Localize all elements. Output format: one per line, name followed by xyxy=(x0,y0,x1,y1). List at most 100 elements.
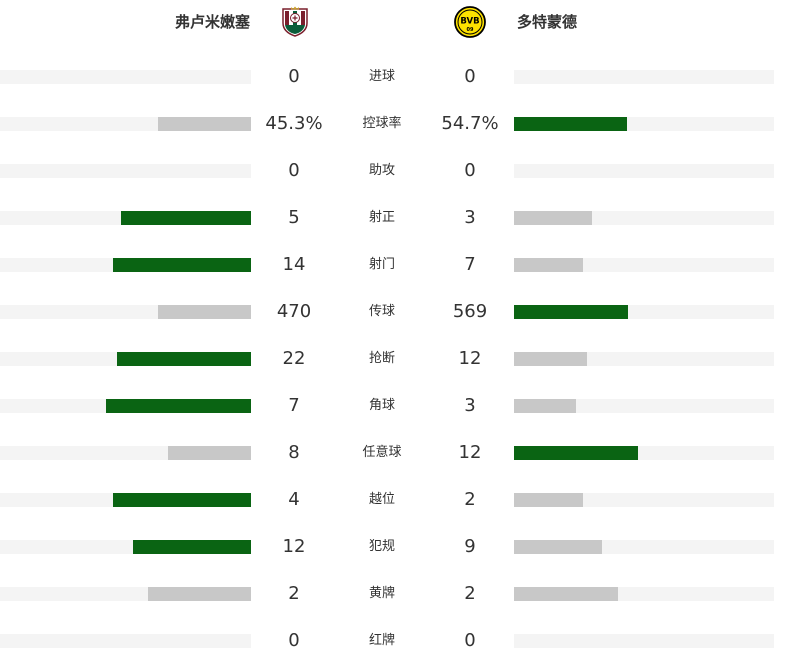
home-stat-value: 22 xyxy=(282,348,306,369)
stat-row: 45.3% 控球率 54.7% xyxy=(0,100,812,147)
away-team-name: 多特蒙德 xyxy=(517,13,578,31)
away-bar-track xyxy=(514,446,774,460)
stat-row: 7 角球 3 xyxy=(0,382,812,429)
home-bar-track xyxy=(0,540,251,554)
home-bar-track xyxy=(0,258,251,272)
away-bar-track xyxy=(514,70,774,84)
away-bar xyxy=(514,446,638,460)
home-bar xyxy=(158,117,251,131)
stat-label: 控球率 xyxy=(362,116,402,131)
away-stat-value: 12 xyxy=(458,442,482,463)
away-bar-track xyxy=(514,305,774,319)
home-stat-value: 0 xyxy=(288,66,300,87)
stat-label: 任意球 xyxy=(362,445,402,460)
away-stat-value: 2 xyxy=(464,489,476,510)
away-bar-track xyxy=(514,117,774,131)
stat-label: 越位 xyxy=(368,492,395,507)
away-bar xyxy=(514,352,587,366)
away-stat-value: 3 xyxy=(464,395,476,416)
stat-label: 射正 xyxy=(368,210,395,225)
home-stat-value: 5 xyxy=(288,207,300,228)
home-bar-track xyxy=(0,70,251,84)
away-bar-track xyxy=(514,587,774,601)
stat-label: 进球 xyxy=(368,69,395,84)
home-bar xyxy=(148,587,251,601)
away-stat-value: 9 xyxy=(464,536,476,557)
away-stat-value: 569 xyxy=(452,301,488,322)
away-stat-value: 0 xyxy=(464,630,476,651)
home-bar-track xyxy=(0,305,251,319)
stat-label: 抢断 xyxy=(368,351,395,366)
stat-label: 传球 xyxy=(368,304,395,319)
away-stat-value: 2 xyxy=(464,583,476,604)
stat-row: 4 越位 2 xyxy=(0,476,812,523)
home-bar-track xyxy=(0,211,251,225)
away-bar-track xyxy=(514,634,774,648)
home-stat-value: 8 xyxy=(288,442,300,463)
home-bar xyxy=(106,399,251,413)
home-stat-value: 45.3% xyxy=(265,113,323,134)
match-header: 弗卢米嫩塞 BVB 09 多特蒙德 xyxy=(0,0,812,46)
away-bar xyxy=(514,211,592,225)
stat-row: 5 射正 3 xyxy=(0,194,812,241)
home-bar xyxy=(133,540,251,554)
stat-label: 黄牌 xyxy=(368,586,395,601)
home-stat-value: 0 xyxy=(288,630,300,651)
stat-row: 14 射门 7 xyxy=(0,241,812,288)
svg-text:09: 09 xyxy=(467,27,474,33)
stat-label: 犯规 xyxy=(368,539,395,554)
stat-row: 0 助攻 0 xyxy=(0,147,812,194)
away-bar xyxy=(514,493,583,507)
stat-label: 助攻 xyxy=(368,163,395,178)
home-bar xyxy=(121,211,251,225)
away-bar xyxy=(514,117,627,131)
home-bar xyxy=(168,446,251,460)
away-bar-track xyxy=(514,540,774,554)
away-stat-value: 0 xyxy=(464,66,476,87)
away-bar xyxy=(514,399,576,413)
stat-label: 角球 xyxy=(368,398,395,413)
away-bar-track xyxy=(514,164,774,178)
stat-label: 红牌 xyxy=(368,633,395,648)
home-stat-value: 7 xyxy=(288,395,300,416)
away-bar-track xyxy=(514,399,774,413)
away-bar-track xyxy=(514,493,774,507)
svg-text:BVB: BVB xyxy=(460,17,479,27)
stat-row: 0 红牌 0 xyxy=(0,617,812,664)
home-bar-track xyxy=(0,352,251,366)
home-stat-value: 2 xyxy=(288,583,300,604)
away-stat-value: 12 xyxy=(458,348,482,369)
home-bar-track xyxy=(0,634,251,648)
away-bar xyxy=(514,258,583,272)
away-stat-value: 54.7% xyxy=(441,113,499,134)
home-bar xyxy=(113,493,251,507)
home-stat-value: 0 xyxy=(288,160,300,181)
home-bar-track xyxy=(0,587,251,601)
away-bar xyxy=(514,587,618,601)
away-bar-track xyxy=(514,352,774,366)
away-bar-track xyxy=(514,211,774,225)
stat-row: 22 抢断 12 xyxy=(0,335,812,382)
home-bar xyxy=(158,305,251,319)
stat-label: 射门 xyxy=(368,257,395,272)
home-stat-value: 14 xyxy=(282,254,306,275)
home-bar-track xyxy=(0,117,251,131)
home-bar-track xyxy=(0,164,251,178)
away-stat-value: 7 xyxy=(464,254,476,275)
stat-row: 8 任意球 12 xyxy=(0,429,812,476)
away-stat-value: 0 xyxy=(464,160,476,181)
home-team-name: 弗卢米嫩塞 xyxy=(174,13,250,31)
away-bar xyxy=(514,305,628,319)
away-bar-track xyxy=(514,258,774,272)
home-stat-value: 4 xyxy=(288,489,300,510)
stat-row: 0 进球 0 xyxy=(0,53,812,100)
bvb-crest-icon: BVB 09 xyxy=(454,6,486,38)
home-bar-track xyxy=(0,446,251,460)
home-stat-value: 12 xyxy=(282,536,306,557)
stats-list: 0 进球 0 45.3% 控球率 54.7% 0 助攻 0 5 射正 3 14 射门 7 470 传球 569 22… xyxy=(0,53,812,664)
away-stat-value: 3 xyxy=(464,207,476,228)
home-bar xyxy=(113,258,251,272)
fluminense-crest-icon xyxy=(282,6,308,37)
away-bar xyxy=(514,540,602,554)
stat-row: 12 犯规 9 xyxy=(0,523,812,570)
